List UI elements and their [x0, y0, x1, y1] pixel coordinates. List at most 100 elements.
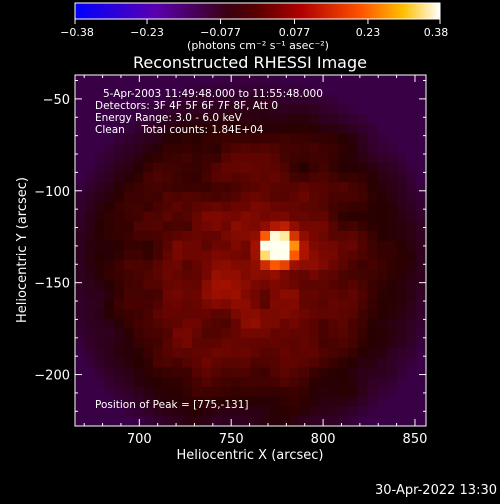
heatmap-cell [387, 211, 398, 222]
heatmap-cell [260, 114, 271, 125]
heatmap-cell [289, 123, 300, 135]
heatmap-cell [270, 279, 281, 291]
heatmap-cell [211, 94, 222, 105]
heatmap-cell [396, 299, 408, 310]
heatmap-cell [221, 240, 232, 252]
heatmap-cell [211, 123, 222, 135]
heatmap-cell [270, 231, 281, 242]
heatmap-cell [416, 133, 426, 144]
heatmap-cell [416, 201, 426, 213]
heatmap-cell [406, 289, 417, 300]
heatmap-cell [104, 260, 115, 271]
heatmap-cell [221, 172, 232, 183]
heatmap-cell [406, 367, 417, 378]
heatmap-cell [75, 406, 86, 417]
heatmap-cell [153, 240, 164, 252]
heatmap-cell [260, 279, 271, 291]
heatmap-cell [94, 377, 105, 388]
heatmap-cell [143, 396, 154, 408]
heatmap-cell [114, 348, 125, 359]
heatmap-cell [260, 328, 271, 339]
heatmap-cell [231, 309, 242, 320]
heatmap-cell [231, 299, 242, 310]
heatmap-cell [270, 318, 281, 330]
heatmap-cell [318, 416, 330, 426]
heatmap-cell [250, 143, 261, 154]
heatmap-cell [270, 162, 281, 174]
heatmap-cell [153, 270, 164, 281]
heatmap-cell [182, 318, 193, 330]
heatmap-cell [328, 396, 339, 408]
heatmap-cell [387, 357, 398, 369]
heatmap-cell [309, 162, 320, 174]
heatmap-cell [104, 289, 115, 300]
heatmap-cell [299, 123, 310, 135]
heatmap-cell [231, 114, 242, 125]
heatmap-cell [396, 387, 408, 398]
heatmap-cell [289, 338, 300, 349]
heatmap-cell [406, 192, 417, 203]
heatmap-cell [201, 416, 213, 426]
heatmap-cell [338, 309, 349, 320]
heatmap-cell [240, 221, 252, 232]
heatmap-cell [104, 348, 115, 359]
heatmap-cell [231, 250, 242, 261]
heatmap-cell [406, 75, 417, 86]
heatmap-cell [114, 357, 125, 369]
heatmap-cell [367, 201, 378, 213]
heatmap-cell [114, 299, 125, 310]
heatmap-cell [357, 260, 369, 271]
heatmap-cell [231, 270, 242, 281]
heatmap-cell [416, 104, 426, 115]
heatmap-cell [348, 211, 359, 222]
heatmap-cell [104, 211, 115, 222]
heatmap-cell [143, 104, 154, 115]
heatmap-cell [133, 94, 144, 105]
heatmap-cell [94, 231, 105, 242]
heatmap-cell [162, 406, 174, 417]
heatmap-cell [299, 416, 310, 426]
heatmap-cell [289, 357, 300, 369]
heatmap-cell [289, 406, 300, 417]
heatmap-cell [143, 221, 154, 232]
heatmap-cell [133, 192, 144, 203]
heatmap-cell [270, 328, 281, 339]
heatmap-cell [289, 153, 300, 164]
heatmap-cell [309, 201, 320, 213]
heatmap-cell [94, 416, 105, 426]
heatmap-cell [211, 289, 222, 300]
heatmap-cell [211, 114, 222, 125]
heatmap-cell [182, 338, 193, 349]
heatmap-cell [182, 289, 193, 300]
heatmap-cell [123, 75, 135, 86]
heatmap-cell [153, 357, 164, 369]
annotation-clean-counts: Clean Total counts: 1.84E+04 [95, 124, 264, 136]
heatmap-cell [338, 123, 349, 135]
heatmap-cell [211, 104, 222, 115]
heatmap-cell [114, 377, 125, 388]
heatmap-cell [328, 231, 339, 242]
heatmap-cell [172, 94, 183, 105]
heatmap-cell [231, 289, 242, 300]
heatmap-cell [279, 133, 291, 144]
heatmap-cell [133, 387, 144, 398]
heatmap-cell [153, 201, 164, 213]
heatmap-cell [211, 270, 222, 281]
heatmap-cell [143, 84, 154, 96]
heatmap-cell [133, 338, 144, 349]
heatmap-cell [396, 172, 408, 183]
heatmap-cell [338, 114, 349, 125]
heatmap-cell [367, 338, 378, 349]
heatmap-cell [172, 104, 183, 115]
heatmap-cell [84, 309, 96, 320]
heatmap-cell [182, 309, 193, 320]
heatmap-cell [357, 123, 369, 135]
heatmap-cell [260, 231, 271, 242]
heatmap-cell [211, 143, 222, 154]
heatmap-cell [299, 338, 310, 349]
heatmap-cell [270, 94, 281, 105]
heatmap-cell [172, 172, 183, 183]
heatmap-cell [279, 114, 291, 125]
heatmap-cell [270, 192, 281, 203]
heatmap-cell [240, 406, 252, 417]
